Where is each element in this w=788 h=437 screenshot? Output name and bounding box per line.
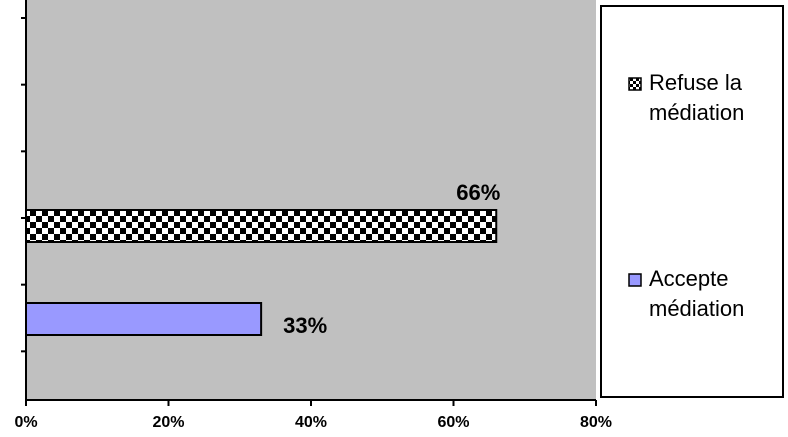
bar — [25, 302, 263, 336]
x-tick-label: 0% — [14, 414, 37, 431]
plot-area — [26, 0, 596, 400]
x-tick-label: 40% — [295, 414, 327, 431]
x-axis: 0% 20% 40% 60% 80% — [14, 399, 612, 431]
legend-box — [600, 5, 784, 398]
x-tick-label: 60% — [437, 414, 469, 431]
data-label: 66% — [456, 180, 500, 205]
legend-label: Refuse la — [649, 70, 743, 95]
legend-swatch — [628, 273, 642, 287]
data-label: 33% — [283, 313, 327, 338]
data-labels: 33% 66% — [283, 180, 500, 338]
legend-label: Accepte — [649, 266, 729, 291]
bar — [25, 209, 498, 243]
x-tick-label: 20% — [152, 414, 184, 431]
legend: Refuse la médiation Accepte médiation — [628, 70, 744, 321]
legend-label: médiation — [649, 296, 744, 321]
legend-label: médiation — [649, 100, 744, 125]
legend-swatch — [628, 77, 642, 91]
x-tick-label: 80% — [580, 414, 612, 431]
bars — [25, 209, 498, 336]
y-axis — [21, 0, 27, 400]
